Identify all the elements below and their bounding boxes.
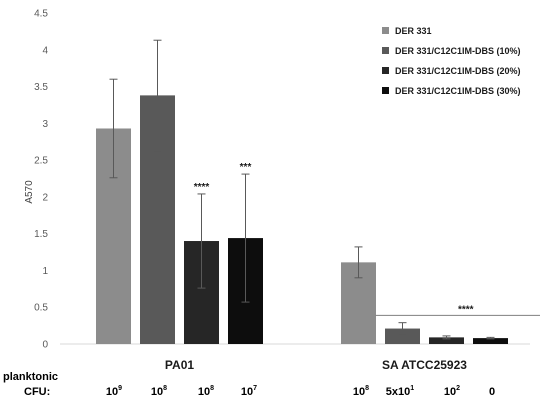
annotations-group: *********** [194,162,540,316]
y-tick-label: 4.5 [34,9,48,20]
cfu-label: 5x101 [386,385,414,398]
legend-swatch [382,27,389,34]
group-label: PA01 [165,358,194,372]
y-tick-label: 3 [42,119,48,130]
y-tick-label: 0.5 [34,303,48,314]
y-tick-label: 2 [42,192,48,203]
bar [429,337,464,344]
cfu-label: 109 [106,385,122,398]
y-tick-label: 1.5 [34,229,48,240]
legend-label: DER 331/C12C1IM-DBS (20%) [395,66,521,76]
y-tick-label: 4 [42,45,48,56]
cfu-label: 108 [151,385,167,398]
cfu-label: 108 [198,385,214,398]
cfu-row: planktonic CFU: 109 108 108 107 108 5x101 102 0 [3,371,495,398]
legend-label: DER 331/C12C1IM-DBS (10%) [395,46,521,56]
legend: DER 331 DER 331/C12C1IM-DBS (10%) DER 331/… [382,26,521,96]
significance-label: **** [458,304,474,315]
cfu-label: 108 [353,385,369,398]
error-bars-group [109,39,495,340]
row-label-cfu: CFU: [24,386,50,398]
group-label: SA ATCC25923 [382,358,467,372]
significance-label: **** [194,182,210,193]
legend-label: DER 331 [395,26,432,36]
cfu-label: 0 [489,386,495,398]
legend-swatch [382,47,389,54]
bar [473,338,508,344]
significance-label: *** [240,162,252,173]
bar [385,328,420,344]
cfu-label: 107 [241,385,257,398]
cfu-label: 102 [444,385,460,398]
legend-label: DER 331/C12C1IM-DBS (30%) [395,86,521,96]
y-axis-label: A570 [24,180,35,204]
y-tick-label: 3.5 [34,82,48,93]
y-tick-label: 2.5 [34,156,48,167]
y-tick-label: 0 [42,340,48,351]
legend-swatch [382,67,389,74]
legend-swatch [382,87,389,94]
y-tick-label: 1 [42,266,48,277]
row-label-planktonic: planktonic [3,371,58,383]
